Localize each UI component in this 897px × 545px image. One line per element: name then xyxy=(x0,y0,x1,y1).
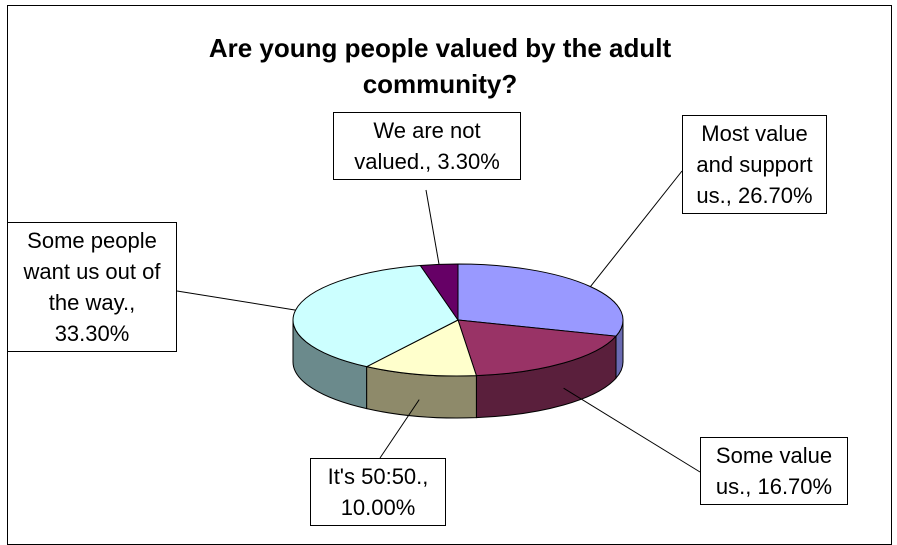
leader-line-out-of-the-way xyxy=(176,290,296,311)
slice-label-not-valued: We are not valued., 3.30% xyxy=(333,112,521,180)
chart-title: Are young people valued by the adult com… xyxy=(208,33,672,99)
leader-line-most-value xyxy=(590,170,683,287)
leader-line-some-value xyxy=(563,387,701,473)
leader-line-fifty-fifty xyxy=(379,399,420,459)
pie-chart xyxy=(176,170,701,473)
pie-slice-most-value xyxy=(457,263,624,337)
pie-slice-some-value xyxy=(457,319,617,377)
pie-slice-not-valued xyxy=(419,263,459,322)
leader-line-not-valued xyxy=(425,189,440,265)
pie-slice-fifty-fifty xyxy=(365,319,478,377)
slice-label-most-value: Most value and support us., 26.70% xyxy=(682,115,827,214)
slice-label-fifty-fifty: It's 50:50., 10.00% xyxy=(310,458,446,526)
slice-label-some-value: Some value us., 16.70% xyxy=(700,437,848,505)
slice-label-out-of-the-way: Some people want us out of the way., 33.… xyxy=(7,222,177,352)
